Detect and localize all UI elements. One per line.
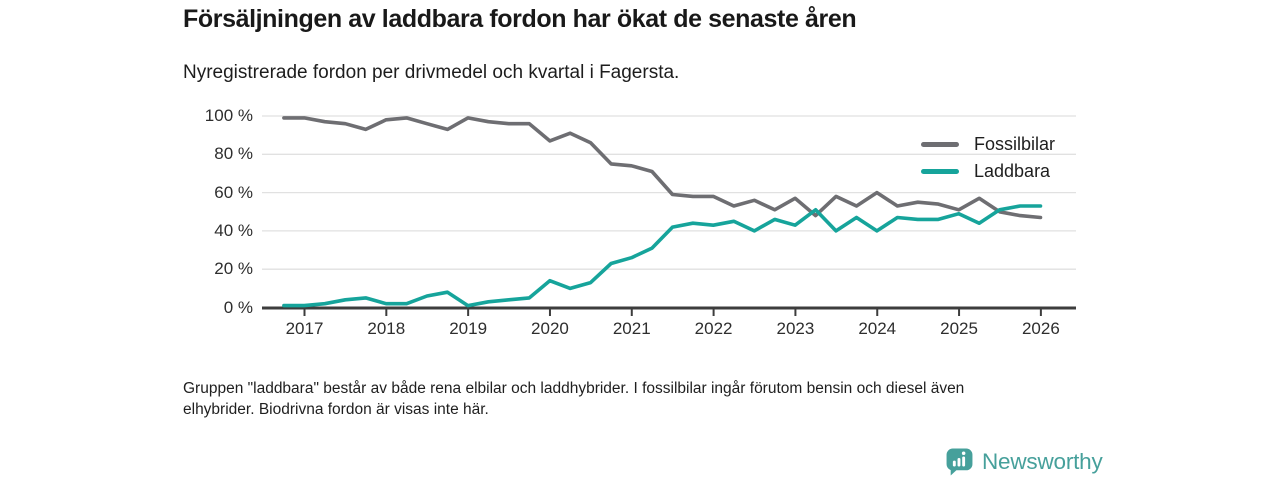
legend-label: Fossilbilar [974, 134, 1056, 154]
footnote-line-1: Gruppen "laddbara" består av både rena e… [183, 380, 965, 397]
newsworthy-bubble-chart-icon [946, 448, 973, 476]
y-axis-label: 40 % [214, 220, 253, 240]
legend-label: Laddbara [974, 161, 1051, 181]
x-axis-label: 2019 [449, 319, 488, 338]
page-title: Försäljningen av laddbara fordon har öka… [183, 5, 857, 33]
page-subtitle: Nyregistrerade fordon per drivmedel och … [183, 62, 680, 83]
y-axis-label: 100 % [204, 106, 253, 125]
series-line-fossilbilar [282, 116, 1043, 220]
x-axis-label: 2022 [694, 319, 733, 338]
x-axis-label: 2025 [940, 319, 978, 338]
laddbara-line-swatch [921, 169, 959, 174]
x-axis-label: 2023 [776, 319, 815, 338]
newsworthy-logo-text: Newsworthy [982, 448, 1103, 474]
series-line-laddbara [282, 204, 1043, 308]
x-axis-label: 2018 [367, 319, 406, 338]
x-axis-label: 2024 [858, 319, 897, 338]
y-axis-label: 60 % [214, 182, 253, 202]
chart-legend: Fossilbilar Laddbara [921, 131, 1055, 185]
x-axis-label: 2020 [531, 319, 569, 338]
x-axis-label: 2017 [285, 319, 324, 338]
newsworthy-logo: Newsworthy [945, 447, 1103, 476]
y-axis-label: 20 % [214, 259, 253, 279]
x-axis-label: 2026 [1021, 319, 1060, 338]
legend-item-fossilbilar: Fossilbilar [921, 131, 1055, 158]
y-axis-label: 80 % [214, 144, 253, 164]
footnote: Gruppen "laddbara" består av både rena e… [183, 378, 1083, 420]
legend-item-laddbara: Laddbara [921, 158, 1055, 185]
y-axis-label: 0 % [223, 297, 253, 317]
fossilbilar-line-swatch [921, 142, 959, 147]
x-axis-label: 2021 [612, 319, 651, 338]
footnote-line-2: elhybrider. Biodrivna fordon är visas in… [183, 401, 489, 418]
